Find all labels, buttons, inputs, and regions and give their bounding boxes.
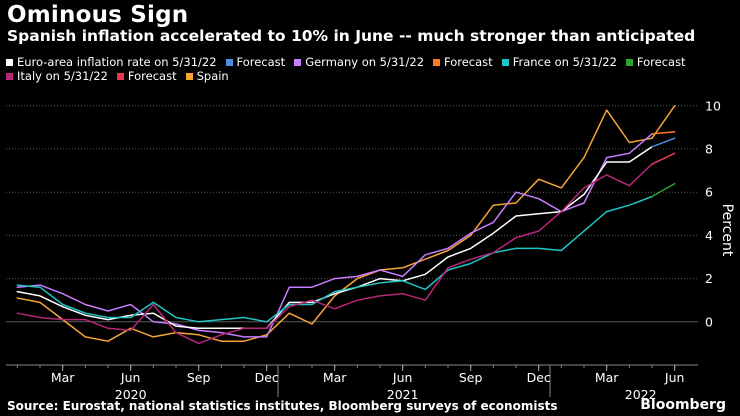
legend-label: Forecast (127, 69, 177, 83)
y-tick-label: 6 (705, 185, 713, 200)
legend-item-euro-forecast: Forecast (225, 55, 286, 69)
legend-swatch-euro-forecast (225, 58, 233, 66)
legend-item-germany-forecast: Forecast (433, 55, 493, 69)
series-line-spain (16, 105, 676, 342)
legend-swatch-france-forecast (625, 58, 633, 66)
series-line-euro-area-forecast (651, 137, 676, 148)
y-tick-label: 8 (705, 142, 713, 157)
legend-item-france: France on 5/31/22 (501, 55, 617, 69)
x-year-label: 2022 (625, 387, 657, 402)
y-tick-label: 2 (705, 271, 713, 286)
legend-swatch-spain (185, 72, 193, 80)
legend-item-italy: Italy on 5/31/22 (6, 69, 108, 83)
series-line-italy-on-5-31-22 (16, 163, 653, 345)
series-line-italy-forecast (651, 152, 676, 165)
legend-swatch-france (501, 58, 509, 66)
legend-label: Forecast (444, 55, 493, 69)
source-note: Source: Eurostat, national statistics in… (7, 399, 558, 413)
legend-label: Forecast (236, 55, 286, 69)
x-year-label: 2020 (115, 387, 147, 402)
legend-item-italy-forecast: Forecast (116, 69, 177, 83)
legend-swatch-germany (294, 58, 302, 66)
legend: Euro-area inflation rate on 5/31/22 Fore… (6, 55, 726, 83)
x-tick-label: Jun (120, 370, 141, 385)
x-tick-label: Mar (595, 370, 619, 385)
chart-subtitle: Spanish inflation accelerated to 10% in … (7, 27, 696, 45)
legend-label: Italy on 5/31/22 (17, 69, 108, 83)
series-line-euro-area-inflation-rate-on-5-31-22 (16, 146, 653, 330)
series-line-germany-forecast (651, 130, 676, 135)
y-axis-label: Percent (719, 204, 735, 257)
legend-label: Spain (196, 69, 229, 83)
series-line-france-forecast (651, 182, 676, 198)
x-tick-label: Mar (51, 370, 75, 385)
legend-swatch-italy (6, 72, 13, 80)
legend-item-germany: Germany on 5/31/22 (294, 55, 424, 69)
legend-item-spain: Spain (185, 69, 229, 83)
legend-swatch-italy-forecast (116, 72, 124, 80)
series-line-germany-on-5-31-22 (16, 133, 653, 338)
x-tick-label: Jun (664, 370, 685, 385)
series-line-france-on-5-31-22 (16, 195, 653, 323)
legend-label: Forecast (636, 55, 686, 69)
bloomberg-logo: Bloomberg (640, 397, 726, 413)
legend-label: France on 5/31/22 (512, 55, 617, 69)
x-tick-label: Sep (459, 370, 483, 385)
chart-title: Ominous Sign (7, 2, 189, 28)
x-tick-label: Dec (527, 370, 551, 385)
legend-item-france-forecast: Forecast (625, 55, 686, 69)
legend-row-2: Italy on 5/31/22 Forecast Spain (6, 69, 726, 83)
legend-swatch-euro (6, 58, 13, 66)
x-tick-label: Sep (187, 370, 211, 385)
legend-item-euro: Euro-area inflation rate on 5/31/22 (6, 55, 217, 69)
legend-label: Germany on 5/31/22 (305, 55, 425, 69)
x-year-label: 2021 (387, 387, 419, 402)
legend-row-1: Euro-area inflation rate on 5/31/22 Fore… (6, 55, 726, 69)
legend-label: Euro-area inflation rate on 5/31/22 (17, 55, 217, 69)
y-tick-label: 0 (705, 314, 713, 329)
x-tick-label: Mar (323, 370, 347, 385)
y-tick-label: 10 (705, 98, 721, 113)
legend-swatch-germany-forecast (433, 58, 441, 66)
y-tick-label: 4 (705, 228, 713, 243)
x-tick-label: Dec (255, 370, 279, 385)
x-tick-label: Jun (392, 370, 413, 385)
